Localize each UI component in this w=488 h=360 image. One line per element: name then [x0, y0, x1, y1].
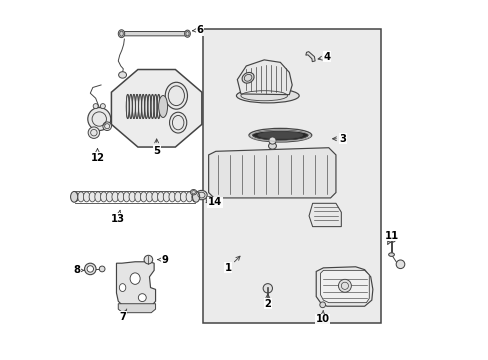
Ellipse shape [112, 192, 118, 202]
Ellipse shape [165, 82, 187, 109]
Polygon shape [308, 203, 341, 226]
Text: 11: 11 [385, 231, 399, 244]
Ellipse shape [151, 94, 154, 119]
Ellipse shape [157, 94, 160, 119]
Circle shape [386, 232, 396, 242]
Ellipse shape [95, 192, 101, 202]
Ellipse shape [118, 30, 124, 38]
Text: 6: 6 [192, 25, 203, 35]
Text: 3: 3 [332, 134, 346, 144]
Circle shape [395, 260, 404, 269]
Ellipse shape [169, 112, 186, 133]
Ellipse shape [163, 192, 169, 202]
Ellipse shape [157, 192, 163, 202]
Ellipse shape [265, 299, 270, 302]
Polygon shape [320, 270, 368, 303]
Ellipse shape [146, 192, 152, 202]
Circle shape [99, 266, 105, 272]
Polygon shape [118, 304, 155, 313]
Ellipse shape [142, 94, 144, 119]
Polygon shape [111, 69, 202, 147]
Polygon shape [305, 51, 314, 62]
Ellipse shape [135, 192, 141, 202]
Text: 12: 12 [90, 149, 104, 163]
Polygon shape [116, 262, 155, 309]
Text: 9: 9 [158, 255, 168, 265]
Ellipse shape [206, 197, 212, 202]
Ellipse shape [126, 94, 129, 119]
Ellipse shape [158, 95, 167, 117]
Ellipse shape [106, 192, 112, 202]
Text: 14: 14 [205, 197, 222, 207]
Circle shape [268, 137, 276, 144]
Ellipse shape [70, 192, 78, 202]
Ellipse shape [180, 192, 186, 202]
Ellipse shape [169, 192, 175, 202]
Ellipse shape [191, 192, 198, 202]
Ellipse shape [144, 94, 147, 119]
Polygon shape [237, 60, 292, 95]
Ellipse shape [130, 273, 140, 284]
Ellipse shape [195, 190, 207, 200]
Ellipse shape [129, 94, 132, 119]
Ellipse shape [147, 94, 151, 119]
Text: 10: 10 [315, 311, 329, 324]
Bar [203, 30, 380, 323]
Ellipse shape [388, 253, 394, 256]
Ellipse shape [242, 72, 254, 83]
Ellipse shape [132, 94, 135, 119]
Text: 8: 8 [73, 265, 84, 275]
Ellipse shape [190, 189, 196, 195]
Ellipse shape [89, 192, 95, 202]
Text: 7: 7 [120, 309, 126, 322]
Text: 1: 1 [224, 256, 240, 273]
Polygon shape [208, 148, 335, 198]
Ellipse shape [174, 192, 181, 202]
Circle shape [93, 104, 98, 109]
Ellipse shape [135, 94, 138, 119]
Ellipse shape [78, 192, 84, 202]
Ellipse shape [248, 129, 311, 142]
Text: 13: 13 [111, 210, 125, 224]
Ellipse shape [236, 89, 299, 103]
Ellipse shape [186, 192, 192, 202]
Ellipse shape [118, 192, 124, 202]
Ellipse shape [184, 30, 190, 37]
Circle shape [88, 127, 100, 138]
Ellipse shape [138, 294, 146, 302]
Ellipse shape [72, 192, 78, 202]
Polygon shape [316, 267, 372, 306]
Circle shape [263, 284, 272, 293]
Ellipse shape [119, 284, 125, 292]
Ellipse shape [101, 192, 107, 202]
Text: 2: 2 [264, 294, 271, 309]
Circle shape [84, 263, 96, 275]
Ellipse shape [129, 192, 135, 202]
Circle shape [87, 266, 93, 272]
Ellipse shape [192, 192, 199, 202]
Circle shape [319, 302, 325, 308]
Circle shape [144, 255, 152, 264]
Circle shape [102, 122, 111, 131]
Text: 4: 4 [318, 52, 330, 62]
Ellipse shape [119, 72, 126, 78]
Circle shape [338, 279, 351, 292]
Text: 5: 5 [153, 139, 160, 156]
Circle shape [88, 108, 110, 131]
Circle shape [100, 104, 105, 109]
Ellipse shape [83, 192, 90, 202]
Ellipse shape [138, 94, 142, 119]
Ellipse shape [252, 130, 307, 140]
Ellipse shape [154, 94, 157, 119]
Ellipse shape [258, 132, 302, 139]
Polygon shape [126, 94, 163, 119]
Polygon shape [121, 32, 187, 36]
Ellipse shape [123, 192, 129, 202]
Ellipse shape [152, 192, 158, 202]
Ellipse shape [268, 143, 276, 149]
Ellipse shape [140, 192, 146, 202]
